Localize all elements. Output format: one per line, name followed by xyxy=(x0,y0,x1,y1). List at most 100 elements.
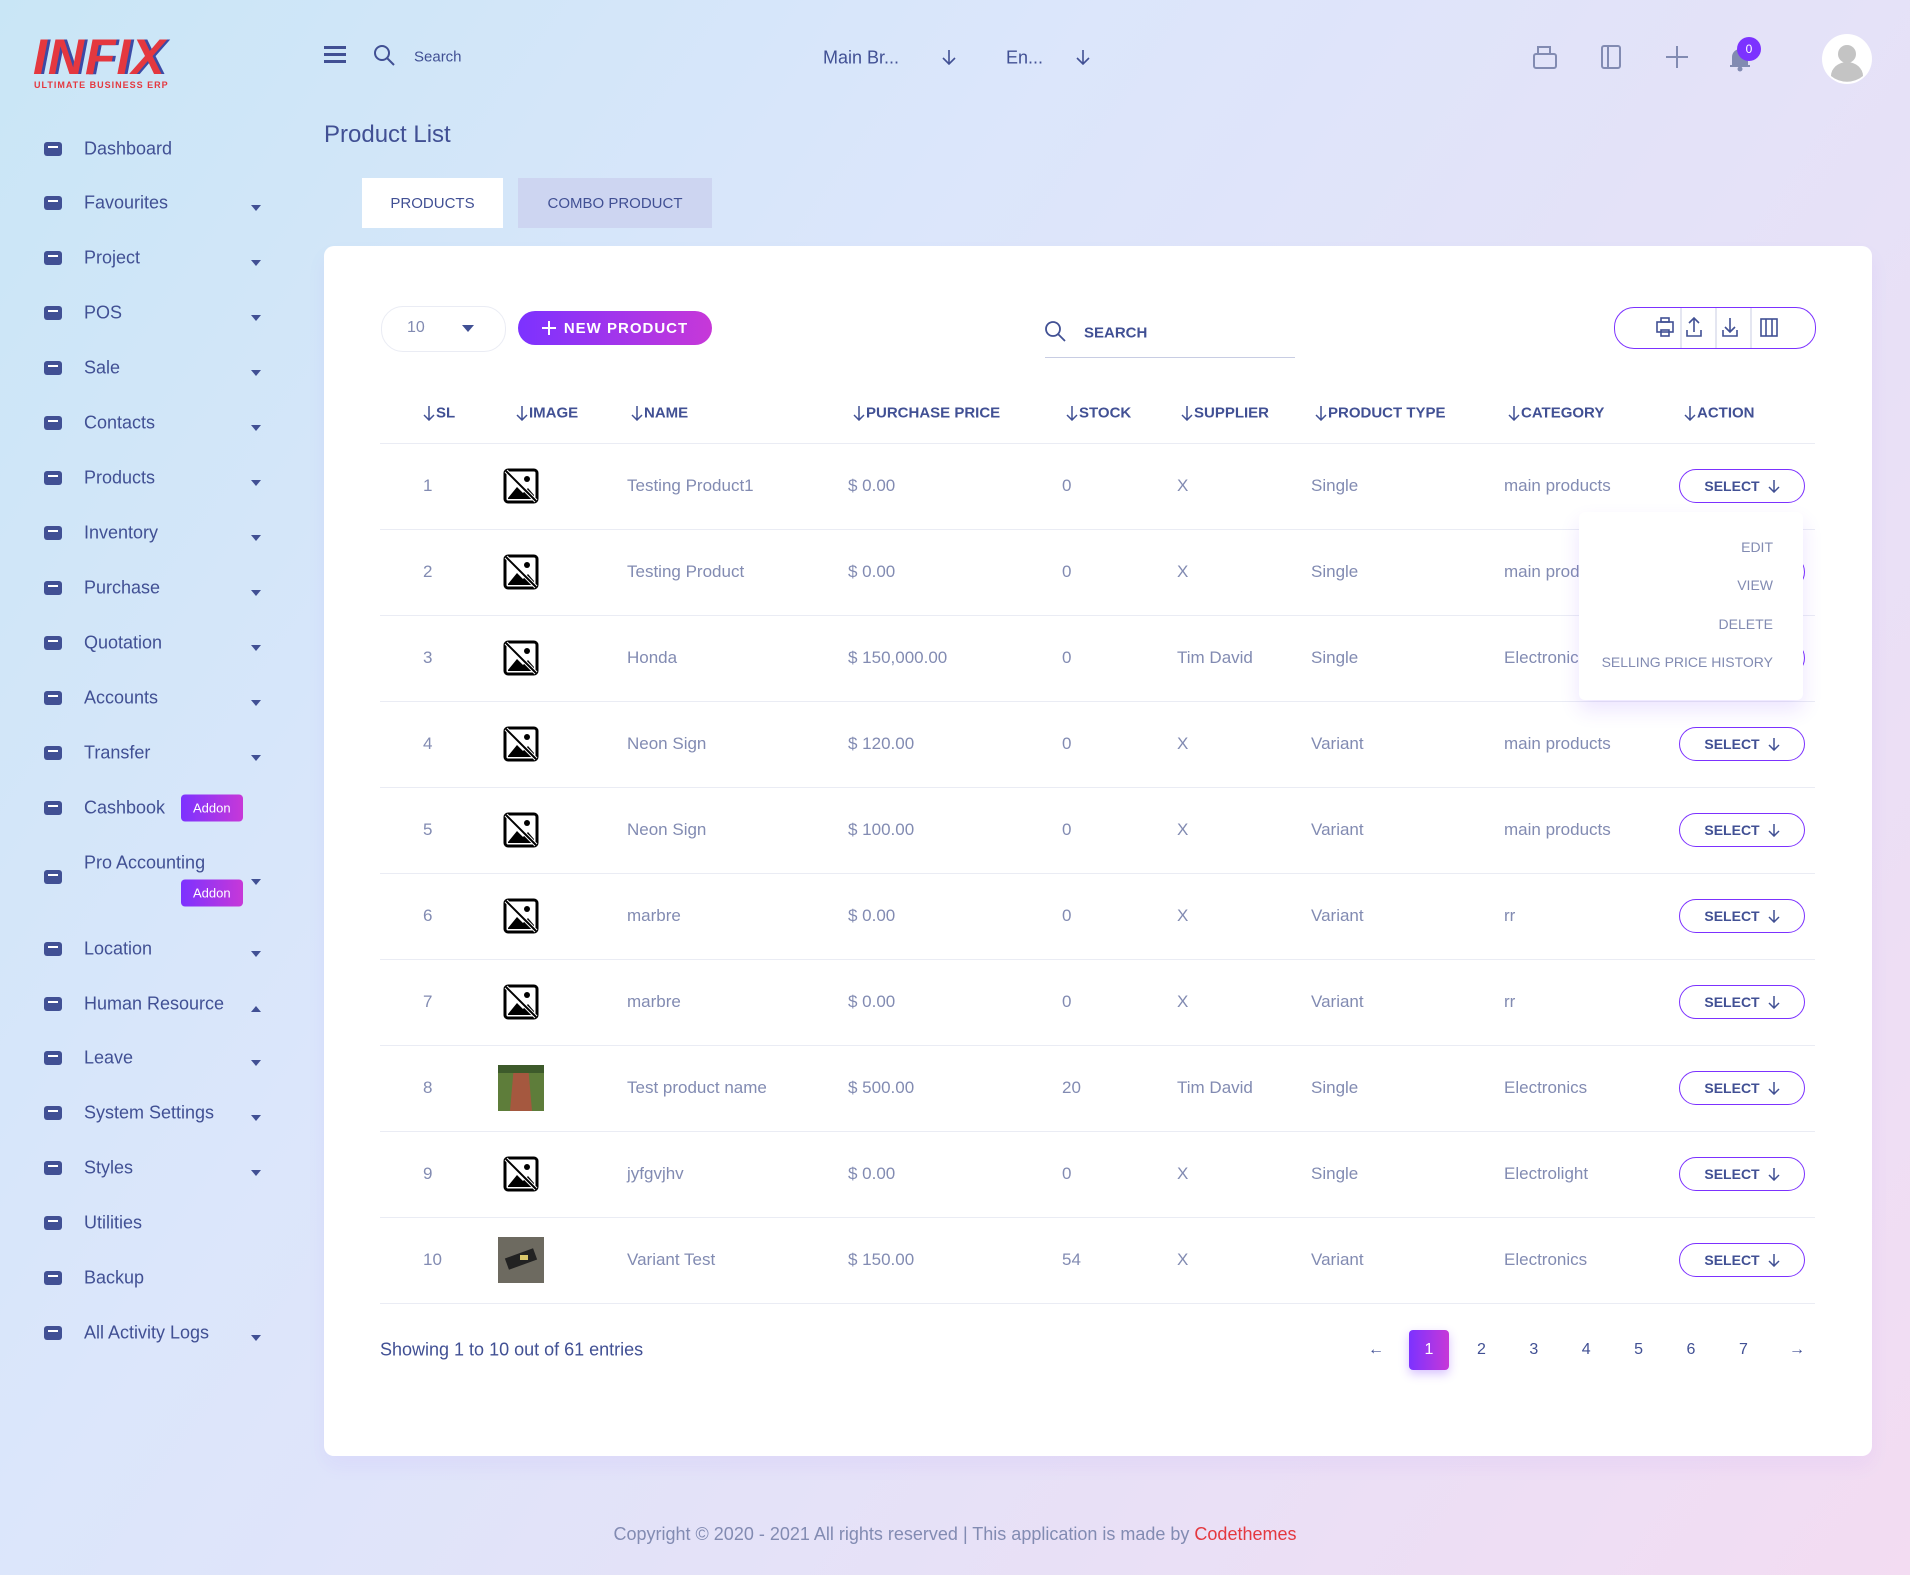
broken-image-icon-svg xyxy=(503,1156,539,1192)
sidebar-icon xyxy=(43,744,63,762)
sidebar-item[interactable]: Favourites xyxy=(84,192,169,213)
column-header[interactable]: ACTION xyxy=(1697,404,1755,422)
author-link[interactable]: Codethemes xyxy=(1194,1524,1297,1544)
avatar[interactable] xyxy=(1822,34,1872,84)
sidebar-item[interactable]: POS xyxy=(84,302,123,323)
sidebar-icon-svg xyxy=(44,997,62,1011)
column-header[interactable]: PURCHASE PRICE xyxy=(866,404,1001,422)
column-header[interactable]: STOCK xyxy=(1079,404,1132,422)
sidebar-item[interactable]: Dashboard xyxy=(84,138,173,159)
column-header[interactable]: IMAGE xyxy=(529,404,579,422)
language-select[interactable]: En... xyxy=(1006,47,1044,68)
select-button[interactable]: SELECT xyxy=(1679,813,1805,847)
table-cell: main products xyxy=(1504,734,1611,753)
sidebar-item[interactable]: Quotation xyxy=(84,632,163,653)
select-button[interactable]: SELECT xyxy=(1679,1243,1805,1277)
select-button[interactable]: SELECT xyxy=(1679,985,1805,1019)
column-header[interactable]: SUPPLIER xyxy=(1194,404,1270,422)
new-product-button[interactable]: NEW PRODUCT xyxy=(518,311,712,345)
table-cell: Neon Sign xyxy=(627,734,707,753)
row-line xyxy=(380,959,1815,960)
page-prev[interactable]: ← xyxy=(1368,1341,1384,1358)
select-arrow xyxy=(1768,824,1780,837)
sidebar-caret xyxy=(251,1109,261,1121)
logo[interactable]: INFIX xyxy=(33,29,166,85)
page-link[interactable]: 2 xyxy=(1476,1341,1486,1358)
sidebar-icon-svg xyxy=(44,306,62,320)
sidebar-item[interactable]: Accounts xyxy=(84,687,159,708)
select-arrow xyxy=(1768,480,1780,493)
menu-item[interactable]: SELLING PRICE HISTORY xyxy=(1601,653,1773,670)
page-link[interactable]: 6 xyxy=(1686,1341,1696,1358)
select-button[interactable]: SELECT xyxy=(1679,899,1805,933)
sidebar-item[interactable]: Leave xyxy=(84,1047,134,1068)
sort-arrow xyxy=(631,405,643,422)
tab[interactable]: COMBO PRODUCT xyxy=(518,178,712,228)
page-size-select[interactable]: 10 xyxy=(381,306,506,352)
select-label: SELECT xyxy=(1704,822,1760,838)
table-cell: $ 0.00 xyxy=(848,992,896,1011)
sidebar-item[interactable]: Pro Accounting xyxy=(84,852,206,873)
sidebar-item[interactable]: Cashbook xyxy=(84,797,166,818)
sort-arrow xyxy=(1181,405,1193,422)
tab-active[interactable]: PRODUCTS xyxy=(362,178,503,228)
column-header[interactable]: NAME xyxy=(644,404,689,422)
table-search[interactable]: SEARCH xyxy=(1084,324,1148,342)
sidebar-item[interactable]: Inventory xyxy=(84,522,159,543)
sidebar-item[interactable]: All Activity Logs xyxy=(84,1322,210,1343)
table-cell: 0 xyxy=(1062,992,1072,1011)
menu-item[interactable]: EDIT xyxy=(1741,539,1773,555)
sidebar-icon-svg xyxy=(44,691,62,705)
sidebar-item[interactable]: Styles xyxy=(84,1157,134,1178)
sidebar-item[interactable]: Sale xyxy=(84,357,121,378)
menu-toggle[interactable] xyxy=(324,46,346,64)
page-link[interactable]: 5 xyxy=(1634,1341,1644,1358)
sidebar-icon-svg xyxy=(44,746,62,760)
pos-icon[interactable] xyxy=(1532,44,1558,70)
branch-select[interactable]: Main Br... xyxy=(823,47,900,68)
sidebar-item[interactable]: Human Resource xyxy=(84,993,225,1014)
sidebar-item[interactable]: Backup xyxy=(84,1267,145,1288)
table-cell: marbre xyxy=(627,992,681,1011)
menu-item[interactable]: VIEW xyxy=(1737,577,1773,594)
sidebar-item[interactable]: Transfer xyxy=(84,742,151,763)
page-link[interactable]: 4 xyxy=(1581,1341,1591,1358)
select-button[interactable]: SELECT xyxy=(1679,727,1805,761)
notes-icon[interactable] xyxy=(1599,44,1623,70)
sidebar-icon-svg xyxy=(44,942,62,956)
table-cell: X xyxy=(1177,476,1189,495)
sidebar-item[interactable]: Products xyxy=(84,467,156,488)
row-number: 1 xyxy=(423,476,433,495)
top-search[interactable]: Search xyxy=(414,48,462,66)
sidebar-caret-svg xyxy=(251,645,261,651)
export-icons[interactable] xyxy=(1615,308,1815,348)
broken-image-icon-svg xyxy=(503,640,539,676)
sort-arrow-svg xyxy=(1066,406,1078,422)
sort-arrow-svg xyxy=(1684,406,1696,422)
select-button[interactable]: SELECT xyxy=(1679,469,1805,503)
column-header[interactable]: SL xyxy=(436,404,456,422)
sidebar-item[interactable]: Project xyxy=(84,247,141,268)
sidebar-item[interactable]: Contacts xyxy=(84,412,156,433)
page-link[interactable]: 7 xyxy=(1738,1341,1748,1358)
sidebar-item[interactable]: Location xyxy=(84,938,153,959)
sort-arrow xyxy=(1684,405,1696,422)
sidebar-item[interactable]: System Settings xyxy=(84,1102,215,1123)
page-link[interactable]: 3 xyxy=(1529,1341,1539,1358)
select-button[interactable]: SELECT xyxy=(1679,1071,1805,1105)
column-header[interactable]: CATEGORY xyxy=(1521,404,1605,422)
table-cell: 54 xyxy=(1062,1250,1081,1269)
sidebar-icon xyxy=(43,1324,63,1342)
sidebar-caret xyxy=(251,873,261,885)
sidebar-item[interactable]: Purchase xyxy=(84,577,161,598)
sidebar-item[interactable]: Utilities xyxy=(84,1212,143,1233)
menu-item[interactable]: DELETE xyxy=(1718,615,1773,632)
add-icon[interactable] xyxy=(1665,45,1689,69)
page-next[interactable]: → xyxy=(1789,1341,1805,1358)
row-number: 9 xyxy=(423,1164,433,1183)
sidebar-caret xyxy=(251,1329,261,1341)
select-button[interactable]: SELECT xyxy=(1679,1157,1805,1191)
page-current[interactable]: 1 xyxy=(1409,1330,1449,1370)
sidebar-icon-svg xyxy=(44,471,62,485)
column-header[interactable]: PRODUCT TYPE xyxy=(1328,404,1446,422)
